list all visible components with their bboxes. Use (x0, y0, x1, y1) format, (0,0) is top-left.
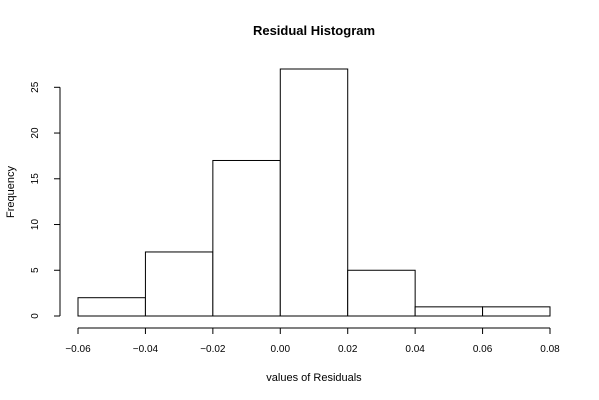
y-tick-label: 20 (30, 127, 41, 139)
histogram-bar (482, 306, 551, 317)
bars-group (77, 68, 551, 317)
x-tick-label: 0.02 (338, 344, 358, 355)
x-tick-label: 0.08 (540, 344, 560, 355)
histogram-bar (347, 269, 416, 317)
chart-title: Residual Histogram (253, 23, 375, 38)
x-tick-label: 0.04 (405, 344, 425, 355)
histogram-bar (414, 306, 484, 317)
histogram-bar (144, 251, 214, 317)
y-tick-label: 0 (30, 313, 41, 319)
x-axis: −0.06 −0.04 −0.02 0.00 0.02 0.04 0.06 0.08 (65, 327, 560, 355)
histogram-bar (279, 68, 349, 317)
y-tick-label: 25 (30, 81, 41, 93)
x-tick-label: 0.06 (473, 344, 493, 355)
y-tick-label: 10 (30, 219, 41, 231)
y-axis-label: Frequency (5, 166, 17, 218)
x-tick-label: 0.00 (271, 344, 291, 355)
y-tick-label: 15 (30, 173, 41, 185)
x-tick-label: −0.06 (65, 344, 91, 355)
x-tick-label: −0.02 (200, 344, 226, 355)
y-tick-label: 5 (30, 267, 41, 273)
x-tick-label: −0.04 (133, 344, 159, 355)
x-axis-label: values of Residuals (266, 372, 362, 384)
y-axis: 0 5 10 15 20 25 (30, 81, 61, 319)
histogram-bar (212, 159, 281, 317)
histogram-bar (77, 297, 146, 317)
